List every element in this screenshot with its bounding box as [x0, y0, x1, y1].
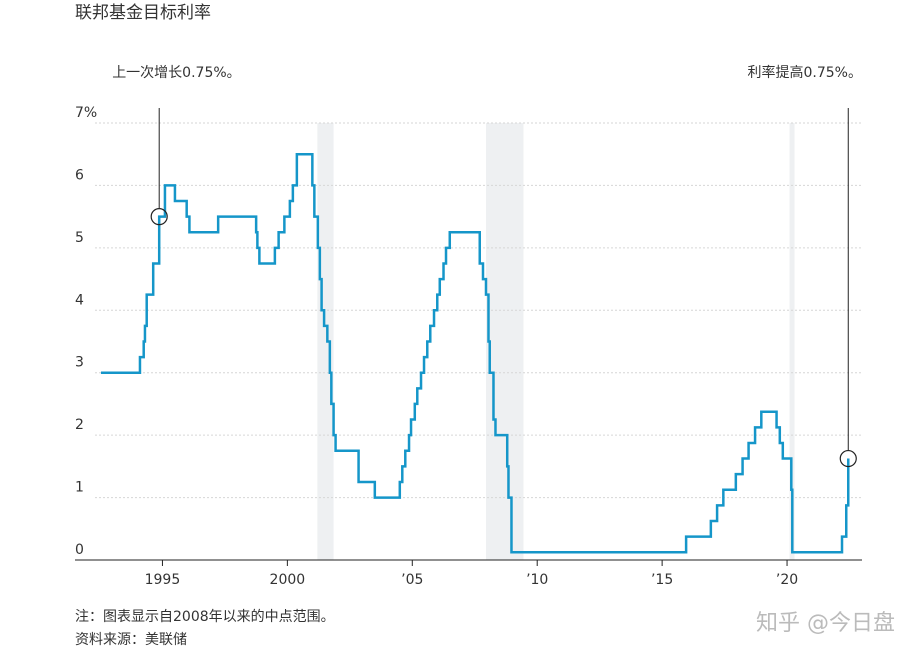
annotation-text: 上一次增长0.75%。 — [112, 65, 240, 81]
x-tick-label: 1995 — [145, 572, 181, 588]
recession-band — [317, 123, 334, 560]
x-tick-label: ’10 — [526, 572, 548, 588]
recession-band — [789, 123, 795, 560]
y-tick-label: 7% — [75, 105, 97, 121]
y-tick-label: 1 — [75, 480, 84, 496]
recession-band — [485, 123, 524, 560]
y-tick-label: 0 — [75, 542, 84, 558]
annotation-marker — [150, 208, 168, 226]
y-tick-label: 5 — [75, 230, 84, 246]
y-tick-label: 2 — [75, 417, 84, 433]
note: 注：图表显示自2008年以来的中点范围。 — [75, 608, 335, 625]
y-tick-label: 3 — [75, 355, 84, 371]
x-tick-label: ’05 — [401, 572, 423, 588]
x-tick-label: ’20 — [776, 572, 798, 588]
watermark: 知乎 @今日盘 — [756, 611, 895, 636]
rate-line — [100, 152, 850, 554]
y-tick-label: 6 — [75, 167, 84, 183]
y-tick-label: 4 — [75, 292, 84, 308]
source: 资料来源：美联储 — [75, 632, 187, 648]
annotation-marker — [839, 449, 857, 468]
x-tick-label: 2000 — [270, 572, 306, 588]
annotation-text: 利率提高0.75%。 — [748, 64, 862, 81]
x-tick-label: ’15 — [651, 572, 673, 588]
chart-title: 联邦基金目标利率 — [75, 3, 211, 23]
